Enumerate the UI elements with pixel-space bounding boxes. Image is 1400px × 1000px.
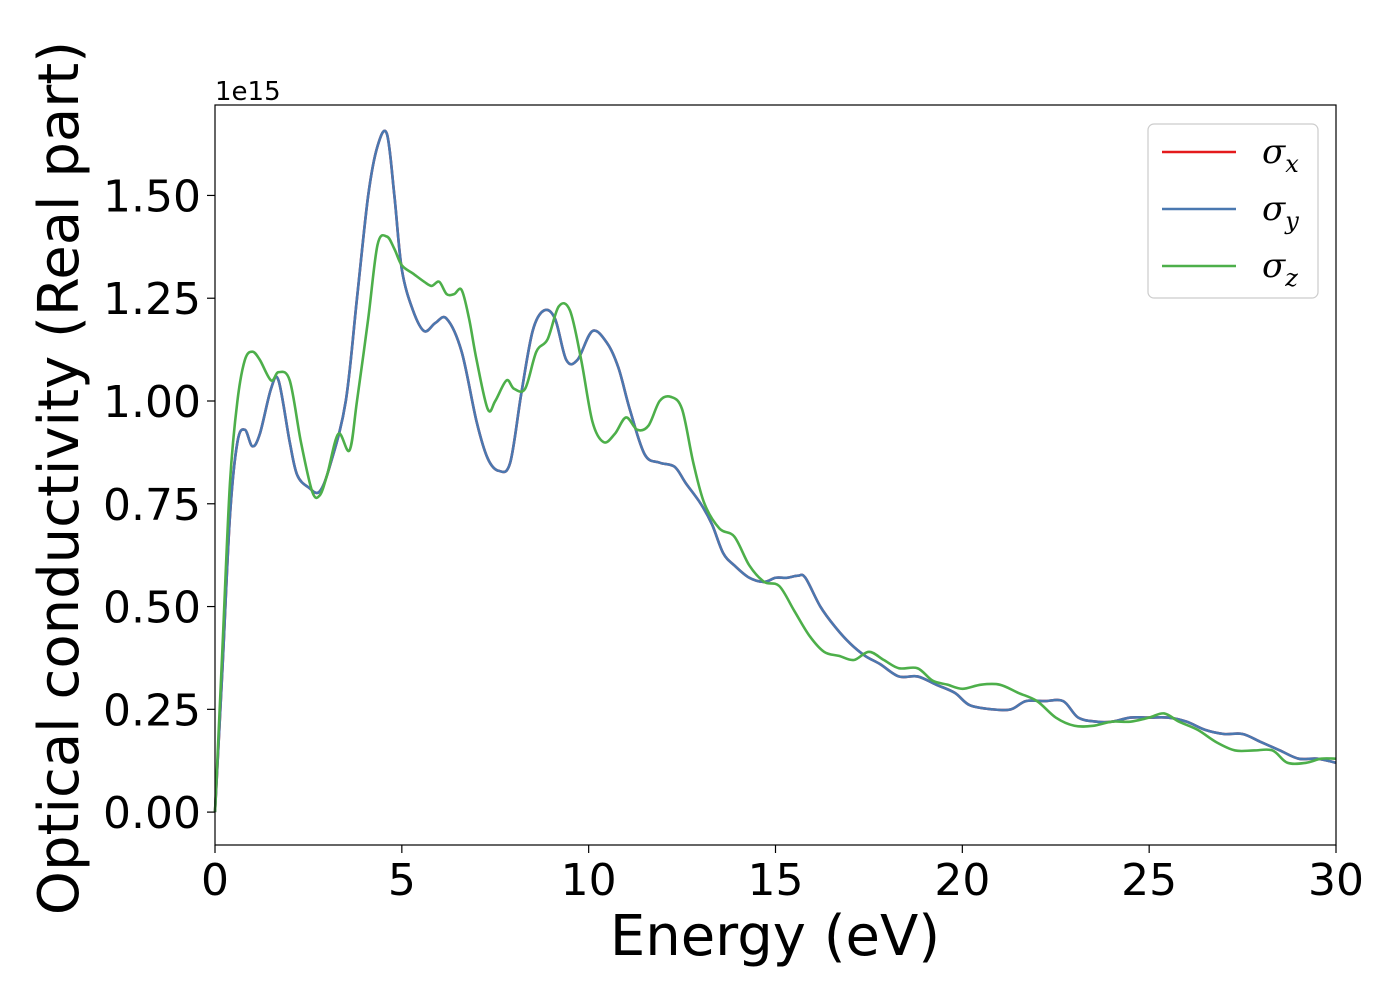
series-layer xyxy=(213,129,1337,813)
y-offset-label: 1e15 xyxy=(215,77,281,107)
x-tick-label: 10 xyxy=(561,855,617,906)
y-tick-label: 1.00 xyxy=(103,377,201,428)
x-axis-title: Energy (eV) xyxy=(610,904,940,969)
x-tick-label: 20 xyxy=(934,855,990,906)
y-tick-label: 0.00 xyxy=(103,788,201,839)
y-tick-label: 1.25 xyxy=(103,274,201,325)
y-tick-label: 0.50 xyxy=(103,583,201,634)
series-line-z xyxy=(213,233,1337,813)
legend-box xyxy=(1147,123,1319,299)
y-tick-label: 0.25 xyxy=(103,685,201,736)
x-ticks: 0 5 10 15 20 25 30 xyxy=(201,845,1364,906)
x-tick-label: 30 xyxy=(1308,855,1364,906)
x-tick-label: 5 xyxy=(388,855,416,906)
x-tick-label: 15 xyxy=(748,855,804,906)
y-tick-label: 0.75 xyxy=(103,480,201,531)
y-ticks: 0.00 0.25 0.50 0.75 1.00 1.25 1.50 xyxy=(103,171,215,839)
y-tick-label: 1.50 xyxy=(103,171,201,222)
y-axis-title: Optical conductivity (Real part) xyxy=(27,41,92,915)
x-tick-label: 25 xyxy=(1121,855,1177,906)
x-tick-label: 0 xyxy=(201,855,229,906)
